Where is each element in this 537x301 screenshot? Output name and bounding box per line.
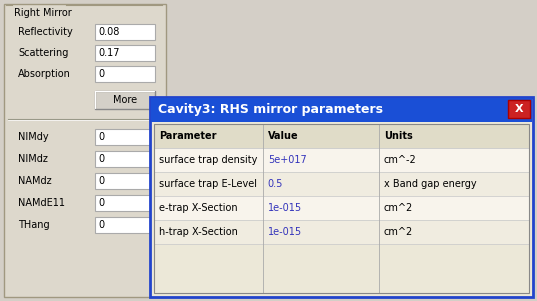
Text: Absorption: Absorption xyxy=(18,69,71,79)
Bar xyxy=(95,173,155,189)
Text: surface trap density: surface trap density xyxy=(159,155,257,165)
Text: 0: 0 xyxy=(98,220,104,230)
Text: THang: THang xyxy=(18,220,49,230)
Text: 0: 0 xyxy=(98,198,104,208)
Text: Cavity3: RHS mirror parameters: Cavity3: RHS mirror parameters xyxy=(158,104,383,116)
Text: NIMdy: NIMdy xyxy=(18,132,49,142)
Text: NAMdz: NAMdz xyxy=(18,176,52,186)
Text: x Band gap energy: x Band gap energy xyxy=(384,179,477,189)
Text: cm^2: cm^2 xyxy=(384,227,413,237)
Text: 0: 0 xyxy=(98,132,104,142)
Text: Scattering: Scattering xyxy=(18,48,68,58)
Bar xyxy=(95,66,155,82)
Bar xyxy=(95,195,155,211)
Text: cm^-2: cm^-2 xyxy=(384,155,417,165)
Text: 0: 0 xyxy=(98,176,104,186)
Text: 5e+017: 5e+017 xyxy=(268,155,307,165)
Text: 0.17: 0.17 xyxy=(98,48,120,58)
Text: Right Mirror: Right Mirror xyxy=(14,8,72,18)
Bar xyxy=(154,124,529,148)
Text: 1e-015: 1e-015 xyxy=(268,227,302,237)
Bar xyxy=(154,148,529,172)
Text: Reflectivity: Reflectivity xyxy=(18,27,72,37)
Bar xyxy=(95,91,155,109)
Text: surface trap E-Level: surface trap E-Level xyxy=(159,179,257,189)
Bar xyxy=(95,217,155,233)
Bar xyxy=(151,98,532,122)
Bar xyxy=(95,45,155,61)
Text: NIMdz: NIMdz xyxy=(18,154,48,164)
Bar xyxy=(154,220,529,244)
Bar xyxy=(154,124,529,293)
Text: e-trap X-Section: e-trap X-Section xyxy=(159,203,238,213)
Bar xyxy=(154,244,529,293)
Bar xyxy=(4,4,166,297)
Bar xyxy=(150,97,533,297)
Bar xyxy=(95,151,155,167)
Bar xyxy=(95,129,155,145)
Text: h-trap X-Section: h-trap X-Section xyxy=(159,227,238,237)
Bar xyxy=(508,100,530,118)
Text: 0: 0 xyxy=(98,69,104,79)
Bar xyxy=(95,24,155,40)
Bar xyxy=(154,172,529,196)
Text: cm^2: cm^2 xyxy=(384,203,413,213)
Text: 1e-015: 1e-015 xyxy=(268,203,302,213)
Text: More: More xyxy=(113,95,137,105)
Text: 0.5: 0.5 xyxy=(268,179,283,189)
Bar xyxy=(154,196,529,220)
Text: Value: Value xyxy=(268,131,299,141)
Text: Units: Units xyxy=(384,131,413,141)
Text: NAMdE11: NAMdE11 xyxy=(18,198,65,208)
Text: 0.08: 0.08 xyxy=(98,27,119,37)
Text: 0: 0 xyxy=(98,154,104,164)
Text: X: X xyxy=(514,104,524,114)
Text: Parameter: Parameter xyxy=(159,131,216,141)
